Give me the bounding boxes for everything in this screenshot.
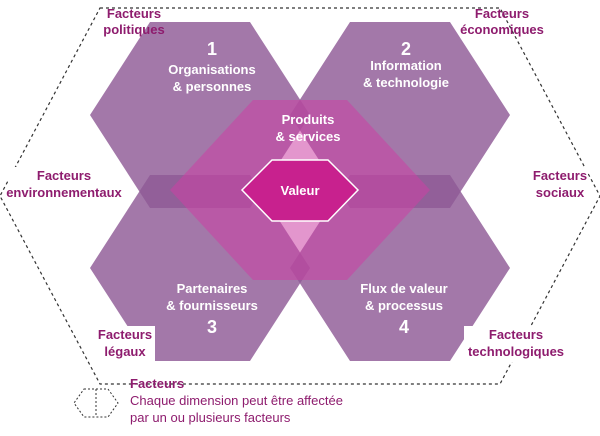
factor-sociaux-line2: sociaux (536, 185, 585, 200)
products-services-label-line1: Produits (282, 112, 335, 127)
value-hexagon (240, 159, 360, 222)
factor-legaux-line2: légaux (104, 344, 146, 359)
legend-dashed-hexagon-icon (73, 388, 119, 418)
factor-legaux-line1: Facteurs (98, 327, 152, 342)
legend-line2: par un ou plusieurs facteurs (130, 410, 291, 425)
dimension-2-label-line2: & technologie (363, 75, 449, 90)
value-label: Valeur (280, 183, 319, 198)
legend-line1: Chaque dimension peut être affectée (130, 393, 343, 408)
factor-technologiques-line1: Facteurs (489, 327, 543, 342)
factor-legaux-bg (95, 326, 155, 362)
factor-economiques-line2: économiques (460, 22, 544, 37)
dimension-4-label-line1: Flux de valeur (360, 281, 447, 296)
factor-technologiques-bg (464, 326, 568, 362)
factor-politiques-line2: politiques (103, 22, 164, 37)
dimension-3-label-line2: & fournisseurs (166, 298, 258, 313)
legend: Facteurs Chaque dimension peut être affe… (73, 376, 343, 425)
dimension-1-number: 1 (207, 39, 217, 59)
factor-environnementaux-line2: environnementaux (6, 185, 122, 200)
factor-technologiques-line2: technologiques (468, 344, 564, 359)
dimension-2-number: 2 (401, 39, 411, 59)
factor-environnementaux-bg (8, 167, 122, 203)
dimension-2-label-line1: Information (370, 58, 442, 73)
dimension-1-label-line1: Organisations (168, 62, 255, 77)
legend-title: Facteurs (130, 376, 184, 391)
dimension-4-label-line2: & processus (365, 298, 443, 313)
factor-politiques-line1: Facteurs (107, 6, 161, 21)
dimension-3-label-line1: Partenaires (177, 281, 248, 296)
dimension-3-number: 3 (207, 317, 217, 337)
factor-environnementaux-line1: Facteurs (37, 168, 91, 183)
factor-economiques-line1: Facteurs (475, 6, 529, 21)
dimension-4-number: 4 (399, 317, 409, 337)
products-services-label-line2: & services (275, 129, 340, 144)
factor-sociaux-bg (532, 167, 588, 203)
dimension-1-label-line2: & personnes (173, 79, 252, 94)
factor-sociaux-line1: Facteurs (533, 168, 587, 183)
